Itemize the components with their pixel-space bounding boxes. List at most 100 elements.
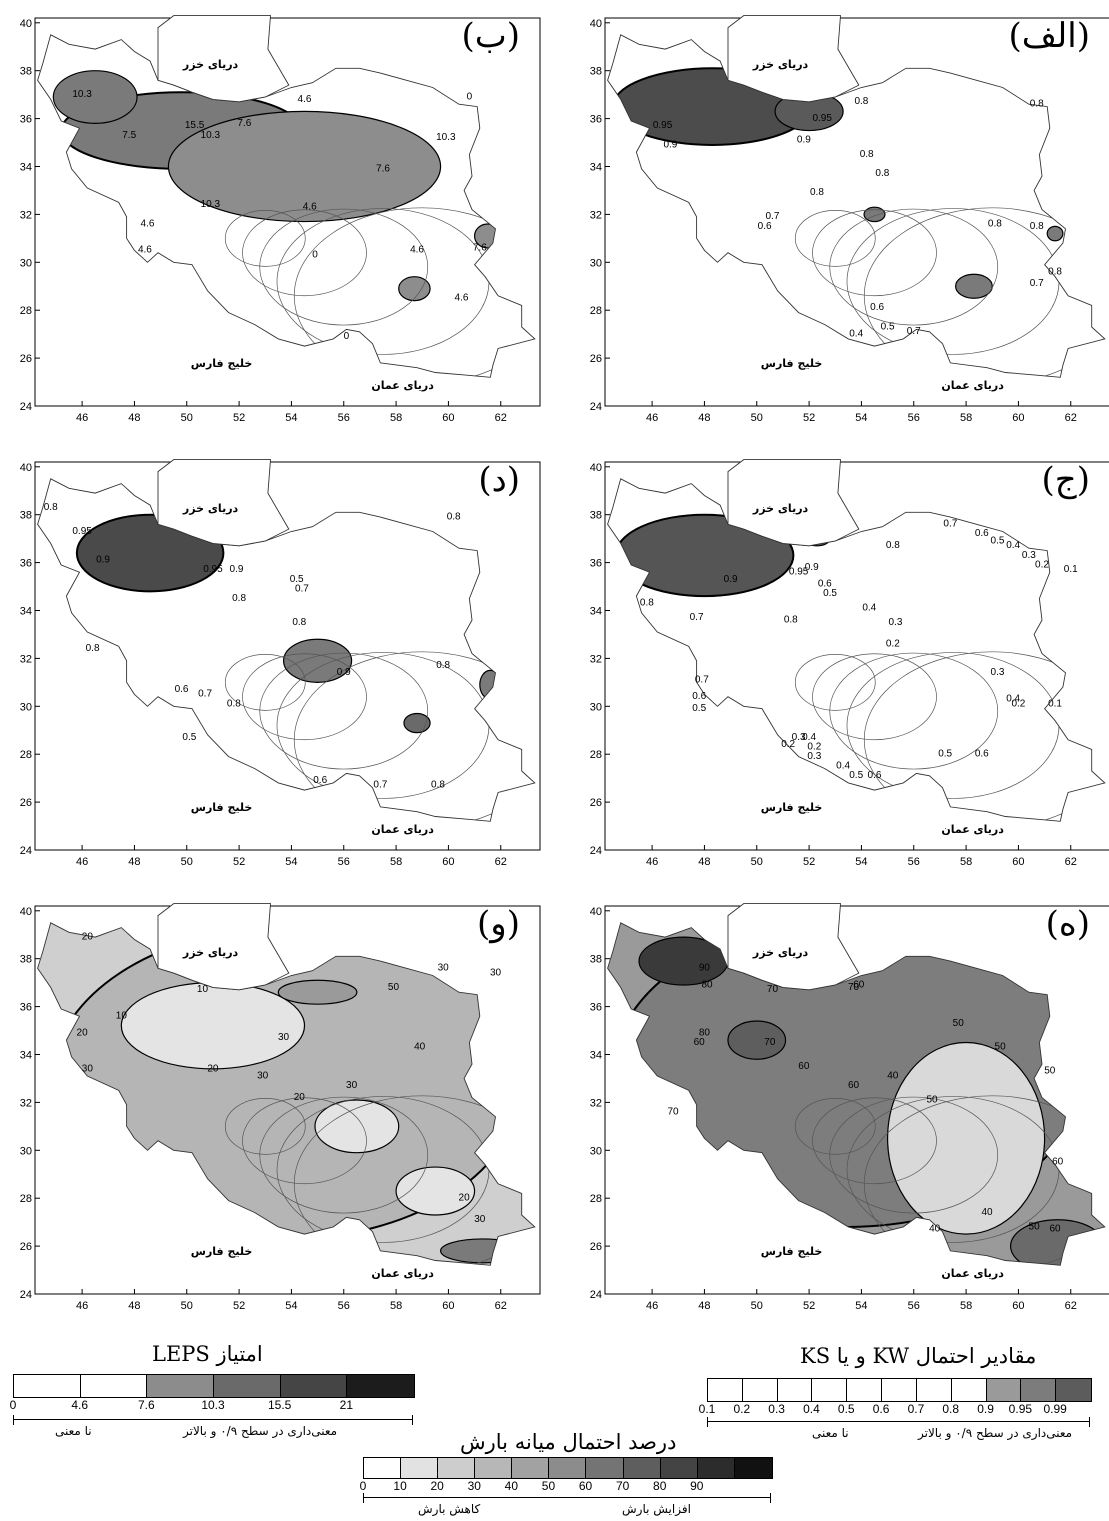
contour-region — [120, 982, 306, 1070]
legend-swatch — [986, 1379, 1022, 1401]
contour-label: 0.8 — [1030, 99, 1044, 110]
contour-region — [863, 206, 886, 223]
contour-label: 0.8 — [854, 96, 868, 107]
pct-increase-caption: افزایش بارش — [622, 1502, 691, 1516]
sea-label-oman: دریای عمان — [941, 378, 1004, 392]
contour-label: 0.7 — [690, 612, 704, 623]
caspian-sea — [157, 15, 290, 103]
y-tick-label: 28 — [20, 749, 32, 761]
legend-tick-label: 70 — [615, 1479, 630, 1493]
legend-tick-label: 10.3 — [201, 1398, 225, 1412]
sea-label-caspian: دریای خزر — [752, 945, 809, 959]
y-tick-label: 36 — [590, 114, 602, 126]
contour-label: 60 — [694, 1037, 706, 1048]
contour-label: 0.5 — [823, 588, 837, 599]
y-tick-label: 28 — [20, 305, 32, 317]
contour-label: 0.5 — [938, 749, 952, 760]
legend-swatch — [916, 1379, 952, 1401]
y-tick-label: 26 — [590, 797, 602, 809]
y-tick-label: 32 — [590, 653, 602, 665]
contour-line — [794, 653, 876, 711]
legend-swatch — [147, 1375, 214, 1397]
contour-label: 0.8 — [447, 511, 461, 522]
sea-label-oman: دریای عمان — [941, 822, 1004, 836]
contour-label: 0.8 — [784, 614, 798, 625]
ks-color-bar — [707, 1378, 1092, 1402]
contour-label: 10.3 — [201, 130, 221, 141]
contour-label: 10.3 — [436, 132, 456, 143]
contour-line — [812, 209, 937, 297]
legend-tick-label: 0 — [359, 1479, 367, 1493]
sea-label-oman: دریای عمان — [371, 1266, 434, 1280]
x-tick-label: 58 — [390, 856, 402, 868]
y-tick-label: 30 — [590, 257, 602, 269]
contour-label: 0.3 — [807, 751, 821, 762]
leps-significant-caption: معنی‌داری در سطح ۰/۹ و بالاتر — [183, 1424, 338, 1438]
map-axes: 46 48 50 52 54 56 58 60 62 40 38 36 34 32 30 28 26 24 — [20, 462, 507, 868]
contour-label: 0.95 — [72, 526, 92, 537]
contour-label: 0.7 — [695, 674, 709, 685]
contour-label: 0.8 — [640, 598, 654, 609]
y-tick-label: 28 — [590, 1193, 602, 1205]
pct-range-bracket — [363, 1493, 771, 1503]
legend-swatch — [401, 1458, 439, 1478]
caspian-sea — [727, 903, 860, 991]
contour-label: 0.8 — [860, 149, 874, 160]
legend-tick-label: 0.7 — [907, 1402, 925, 1416]
contour-line — [863, 1095, 1105, 1266]
sea-label-gulf: خلیج فارس — [190, 1245, 253, 1259]
contour-region — [403, 712, 431, 734]
contour-label: 50 — [1044, 1066, 1056, 1077]
y-tick-label: 30 — [20, 257, 32, 269]
contour-label: 0.9 — [230, 564, 244, 575]
contour-label: 0.6 — [175, 684, 189, 695]
contour-region — [395, 1166, 476, 1216]
x-tick-label: 56 — [338, 1300, 350, 1312]
contour-region — [167, 110, 442, 223]
contour-label: 0.5 — [991, 535, 1005, 546]
pct-color-bar — [363, 1457, 773, 1479]
contour-label: 70 — [767, 984, 779, 995]
x-tick-label: 54 — [855, 856, 867, 868]
legend-tick-label: 0.9 — [977, 1402, 994, 1416]
contour-label: 0.1 — [1048, 698, 1062, 709]
x-tick-label: 60 — [1012, 856, 1024, 868]
contour-line — [224, 653, 306, 711]
x-tick-label: 52 — [233, 1300, 245, 1312]
x-tick-label: 60 — [1012, 412, 1024, 424]
legend-tick-label: 0.8 — [942, 1402, 960, 1416]
contour-label: 10.3 — [72, 89, 92, 100]
map-panel-b: 10.3 15.5 10.3 7.6 4.6 10.3 7.6 7.5 4.6 4.6 4.6 0 7.… — [10, 8, 541, 428]
x-tick-label: 58 — [960, 1300, 972, 1312]
legend-tick-label: 15.5 — [267, 1398, 292, 1412]
y-tick-label: 38 — [20, 66, 32, 78]
contour-label: 40 — [981, 1207, 993, 1218]
contour-line — [829, 1096, 999, 1214]
contour-label: 20 — [77, 1027, 89, 1038]
legend-tick-label: 7.6 — [137, 1398, 155, 1412]
legend-swatch — [951, 1379, 987, 1401]
x-tick-label: 50 — [181, 412, 193, 424]
x-tick-label: 56 — [338, 412, 350, 424]
y-tick-label: 36 — [20, 1002, 32, 1014]
y-tick-label: 38 — [20, 954, 32, 966]
legend-tick-label: 0.3 — [768, 1402, 785, 1416]
legend-swatch — [280, 1375, 348, 1397]
y-tick-label: 32 — [20, 1097, 32, 1109]
contour-label: 0.8 — [431, 780, 445, 791]
contour-line — [242, 209, 367, 297]
contour-label: 0.7 — [1030, 278, 1044, 289]
contour-label: 0.5 — [849, 770, 863, 781]
y-tick-label: 28 — [590, 305, 602, 317]
legend-swatch — [623, 1458, 661, 1478]
contour-label: 0.6 — [975, 528, 989, 539]
contour-label: 90 — [699, 963, 711, 974]
contour-label: 0.8 — [1048, 266, 1062, 277]
leps-color-bar — [13, 1374, 415, 1398]
contour-label: 0.3 — [888, 617, 902, 628]
contour-label: 70 — [848, 982, 860, 993]
contour-label: 0.5 — [182, 732, 196, 743]
y-tick-label: 26 — [20, 797, 32, 809]
caspian-sea — [157, 903, 290, 991]
